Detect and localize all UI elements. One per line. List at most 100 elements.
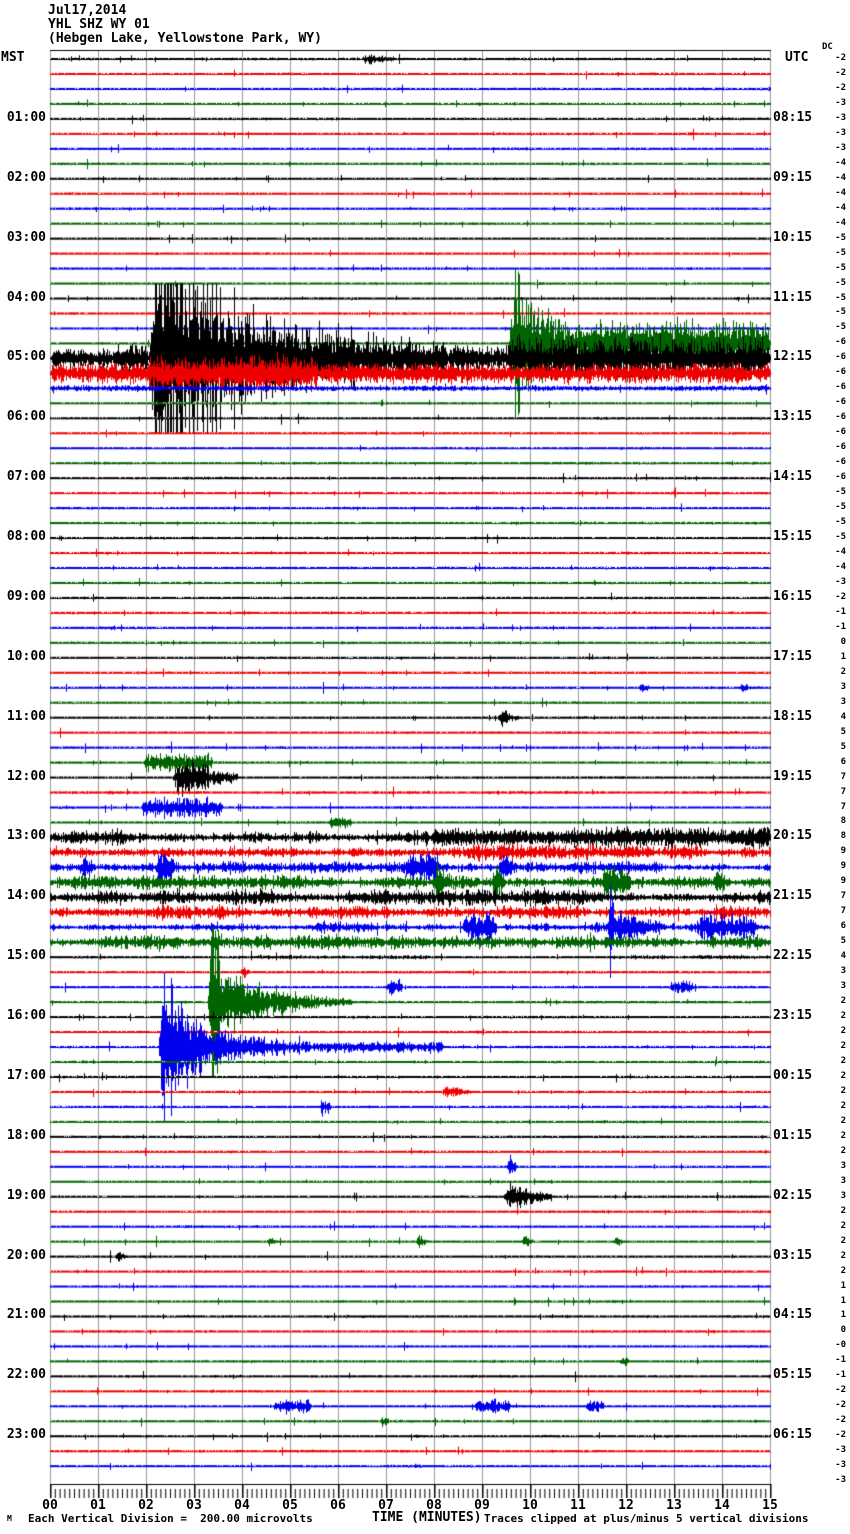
dc-offset-value: -4 <box>835 218 846 228</box>
dc-offset-value: -6 <box>835 472 846 482</box>
dc-offset-value: -3 <box>835 113 846 123</box>
header-location: (Hebgen Lake, Yellowstone Park, WY) <box>48 31 322 46</box>
dc-offset-value: -1 <box>835 622 846 632</box>
utc-hour-label: 00:15 <box>773 1068 813 1083</box>
dc-offset-value: -3 <box>835 1445 846 1455</box>
dc-offset-value: -2 <box>835 1400 846 1410</box>
minute-tick-label: 09 <box>474 1498 490 1513</box>
mst-hour-label: 23:00 <box>6 1427 46 1442</box>
utc-hour-label: 19:15 <box>773 769 813 784</box>
dc-offset-value: -5 <box>835 248 846 258</box>
mst-hour-label: 13:00 <box>6 828 46 843</box>
dc-offset-value: -4 <box>835 547 846 557</box>
dc-offset-value: 2 <box>840 1251 846 1261</box>
dc-offset-value: -2 <box>835 1415 846 1425</box>
dc-offset-value: -3 <box>835 1475 846 1485</box>
minute-tick-label: 02 <box>138 1498 154 1513</box>
dc-offset-value: 5 <box>840 727 846 737</box>
dc-offset-value: 7 <box>840 906 846 916</box>
dc-offset-value: 2 <box>840 667 846 677</box>
mst-hour-label: 19:00 <box>6 1188 46 1203</box>
minute-tick-label: 08 <box>426 1498 442 1513</box>
dc-offset-value: 1 <box>840 652 846 662</box>
dc-offset-value: -5 <box>835 322 846 332</box>
dc-offset-value: -5 <box>835 502 846 512</box>
dc-offset-value: -6 <box>835 382 846 392</box>
minute-tick-label: 13 <box>666 1498 682 1513</box>
dc-column-title: DC <box>822 42 833 52</box>
time-axis-label: TIME (MINUTES) <box>372 1510 482 1525</box>
minute-tick-label: 01 <box>90 1498 106 1513</box>
utc-hour-label: 04:15 <box>773 1307 813 1322</box>
right-axis-title: UTC <box>785 50 809 65</box>
dc-offset-value: -6 <box>835 457 846 467</box>
utc-hour-label: 16:15 <box>773 589 813 604</box>
minute-tick-label: 05 <box>282 1498 298 1513</box>
mst-hour-label: 20:00 <box>6 1248 46 1263</box>
dc-offset-value: -0 <box>835 1340 846 1350</box>
corner-mark: M <box>7 1514 12 1523</box>
utc-hour-label: 15:15 <box>773 529 813 544</box>
dc-offset-value: 5 <box>840 936 846 946</box>
dc-offset-value: -1 <box>835 607 846 617</box>
dc-offset-value: 9 <box>840 846 846 856</box>
mst-hour-label: 22:00 <box>6 1367 46 1382</box>
dc-offset-value: 3 <box>840 1161 846 1171</box>
utc-hour-label: 22:15 <box>773 948 813 963</box>
dc-offset-value: -5 <box>835 307 846 317</box>
mst-hour-label: 06:00 <box>6 409 46 424</box>
dc-offset-value: 2 <box>840 1116 846 1126</box>
dc-offset-value: -5 <box>835 487 846 497</box>
dc-offset-value: -5 <box>835 278 846 288</box>
dc-offset-value: 2 <box>840 1056 846 1066</box>
dc-offset-value: -4 <box>835 562 846 572</box>
utc-hour-label: 18:15 <box>773 709 813 724</box>
dc-offset-value: -5 <box>835 532 846 542</box>
dc-offset-value: 2 <box>840 1011 846 1021</box>
dc-offset-value: -4 <box>835 158 846 168</box>
mst-hour-label: 05:00 <box>6 349 46 364</box>
dc-offset-value: -3 <box>835 143 846 153</box>
dc-offset-value: 3 <box>840 697 846 707</box>
dc-offset-value: 6 <box>840 921 846 931</box>
dc-offset-value: -4 <box>835 203 846 213</box>
utc-hour-label: 11:15 <box>773 290 813 305</box>
dc-offset-value: 3 <box>840 1191 846 1201</box>
dc-offset-value: -1 <box>835 1370 846 1380</box>
dc-offset-value: 2 <box>840 1041 846 1051</box>
dc-offset-value: -3 <box>835 98 846 108</box>
mst-hour-label: 15:00 <box>6 948 46 963</box>
header-station: YHL SHZ WY 01 <box>48 17 150 32</box>
dc-offset-value: 3 <box>840 981 846 991</box>
mst-hour-label: 21:00 <box>6 1307 46 1322</box>
dc-offset-value: 2 <box>840 1071 846 1081</box>
dc-offset-value: 9 <box>840 861 846 871</box>
utc-hour-label: 01:15 <box>773 1128 813 1143</box>
dc-offset-value: 2 <box>840 1131 846 1141</box>
dc-offset-value: -5 <box>835 293 846 303</box>
dc-offset-value: -2 <box>835 592 846 602</box>
utc-hour-label: 03:15 <box>773 1248 813 1263</box>
dc-offset-value: -2 <box>835 53 846 63</box>
mst-hour-label: 07:00 <box>6 469 46 484</box>
utc-hour-label: 14:15 <box>773 469 813 484</box>
dc-offset-value: -6 <box>835 337 846 347</box>
mst-hour-label: 01:00 <box>6 110 46 125</box>
dc-offset-value: -5 <box>835 263 846 273</box>
dc-offset-value: 1 <box>840 1310 846 1320</box>
utc-hour-label: 23:15 <box>773 1008 813 1023</box>
dc-offset-value: 7 <box>840 772 846 782</box>
minute-tick-label: 15 <box>762 1498 778 1513</box>
dc-offset-value: -6 <box>835 352 846 362</box>
mst-hour-label: 17:00 <box>6 1068 46 1083</box>
utc-hour-label: 13:15 <box>773 409 813 424</box>
dc-offset-value: 2 <box>840 1146 846 1156</box>
dc-offset-value: -4 <box>835 173 846 183</box>
utc-hour-label: 08:15 <box>773 110 813 125</box>
utc-hour-label: 05:15 <box>773 1367 813 1382</box>
minute-tick-label: 03 <box>186 1498 202 1513</box>
dc-offset-value: -3 <box>835 128 846 138</box>
dc-offset-value: 2 <box>840 1026 846 1036</box>
dc-offset-value: 7 <box>840 891 846 901</box>
dc-offset-value: -6 <box>835 412 846 422</box>
